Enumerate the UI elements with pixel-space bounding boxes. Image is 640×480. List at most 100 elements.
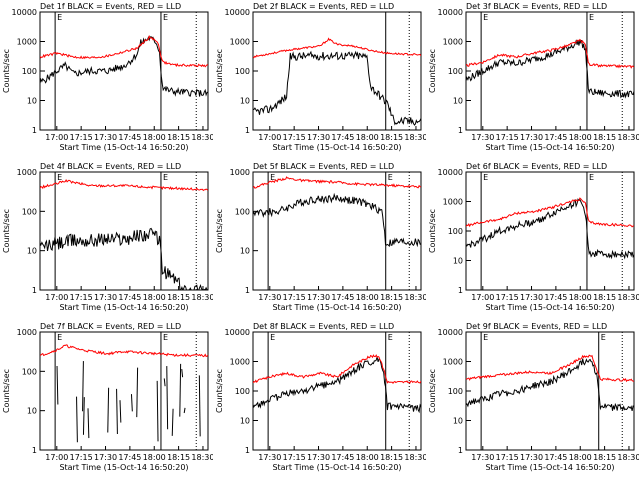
y-tick-label: 1000 xyxy=(443,358,463,367)
x-tick-label: 18:30 xyxy=(617,453,639,462)
y-tick-label: 1 xyxy=(245,286,250,295)
series-lld-line xyxy=(466,354,634,383)
series-events-line xyxy=(40,227,208,290)
x-tick-label: 17:00 xyxy=(45,133,68,142)
plot-frame xyxy=(252,171,422,291)
plot-title: Det 2f BLACK = Events, RED = LLD xyxy=(253,2,394,11)
y-tick-label: 1000 xyxy=(443,198,463,207)
y-tick-label: 10000 xyxy=(438,328,463,337)
y-tick-label: 10 xyxy=(240,97,250,106)
plot-frame xyxy=(39,331,209,451)
det-plot-6: Det 6f BLACK = Events, RED = LLD 1 10 100 10… xyxy=(428,162,639,312)
x-tick-label: 18:00 xyxy=(143,293,166,302)
x-tick-label: 17:15 xyxy=(496,133,519,142)
y-tick-label: 100 xyxy=(448,387,463,396)
x-axis-label: Start Time (15-Oct-14 16:50:20) xyxy=(485,463,614,472)
y-tick-label: 10 xyxy=(453,97,463,106)
marker-label: E xyxy=(589,13,594,22)
series-lld-line xyxy=(253,37,421,59)
x-tick-label: 18:00 xyxy=(569,293,592,302)
x-tick-label: 17:45 xyxy=(331,453,354,462)
y-tick-label: 10000 xyxy=(12,8,37,17)
y-tick-label: 1000 xyxy=(443,38,463,47)
x-tick-label: 17:30 xyxy=(471,133,494,142)
marker-label: E xyxy=(483,173,488,182)
x-tick-label: 17:45 xyxy=(544,453,567,462)
y-tick-label: 100 xyxy=(22,67,37,76)
y-tick-label: 10000 xyxy=(438,8,463,17)
plot-title: Det 4f BLACK = Events, RED = LLD xyxy=(40,162,181,171)
y-tick-label: 100 xyxy=(235,207,250,216)
y-axis-label: Counts/sec xyxy=(428,369,437,413)
y-tick-label: 10 xyxy=(240,247,250,256)
y-tick-label: 100 xyxy=(235,67,250,76)
y-tick-label: 1 xyxy=(458,286,463,295)
x-axis-label: Start Time (15-Oct-14 16:50:20) xyxy=(272,303,401,312)
marker-label: E xyxy=(163,173,168,182)
x-tick-label: 18:15 xyxy=(593,453,616,462)
x-tick-label: 17:30 xyxy=(471,453,494,462)
series-events-line xyxy=(40,36,208,97)
x-tick-label: 18:30 xyxy=(191,453,213,462)
x-tick-label: 17:15 xyxy=(70,133,93,142)
x-tick-label: 18:15 xyxy=(380,133,403,142)
y-axis-label: Counts/sec xyxy=(2,209,11,253)
y-tick-label: 1000 xyxy=(230,38,250,47)
x-tick-label: 18:00 xyxy=(143,453,166,462)
y-axis-label: Counts/sec xyxy=(215,209,224,253)
y-tick-label: 10000 xyxy=(438,168,463,177)
y-tick-label: 10 xyxy=(453,417,463,426)
x-tick-label: 17:30 xyxy=(94,453,117,462)
marker-label: E xyxy=(57,333,62,342)
x-axis-label: Start Time (15-Oct-14 16:50:20) xyxy=(59,143,188,152)
y-tick-label: 10000 xyxy=(225,328,250,337)
x-tick-label: 17:00 xyxy=(471,293,494,302)
y-tick-label: 1 xyxy=(245,446,250,455)
marker-label: E xyxy=(601,333,606,342)
y-axis-label: Counts/sec xyxy=(215,369,224,413)
x-tick-label: 18:15 xyxy=(167,133,190,142)
x-tick-label: 18:30 xyxy=(404,293,426,302)
y-tick-label: 100 xyxy=(448,67,463,76)
x-tick-label: 18:15 xyxy=(380,293,403,302)
y-tick-label: 100 xyxy=(448,227,463,236)
x-tick-label: 17:45 xyxy=(331,133,354,142)
y-tick-label: 100 xyxy=(235,387,250,396)
x-tick-label: 18:15 xyxy=(380,453,403,462)
x-tick-label: 17:45 xyxy=(544,133,567,142)
series-events-line xyxy=(253,192,421,248)
x-tick-label: 17:30 xyxy=(307,133,330,142)
series-lld-line xyxy=(253,176,421,189)
det-plot-8: Det 8f BLACK = Events, RED = LLD 1 10 100 10… xyxy=(215,322,426,472)
x-tick-label: 17:30 xyxy=(258,453,281,462)
x-tick-label: 18:00 xyxy=(569,133,592,142)
x-tick-label: 18:15 xyxy=(593,293,616,302)
marker-label: E xyxy=(388,173,393,182)
x-tick-label: 17:15 xyxy=(70,453,93,462)
y-tick-label: 1 xyxy=(32,286,37,295)
series-events-line xyxy=(466,198,634,260)
y-tick-label: 1 xyxy=(245,126,250,135)
x-tick-label: 17:15 xyxy=(283,133,306,142)
series-events-line xyxy=(56,361,201,443)
y-axis-label: Counts/sec xyxy=(2,49,11,93)
plot-title: Det 7f BLACK = Events, RED = LLD xyxy=(40,322,181,331)
marker-label: E xyxy=(483,13,488,22)
x-tick-label: 17:15 xyxy=(496,293,519,302)
x-axis-label: Start Time (15-Oct-14 16:50:20) xyxy=(272,463,401,472)
x-axis-label: Start Time (15-Oct-14 16:50:20) xyxy=(59,303,188,312)
x-tick-label: 17:30 xyxy=(520,293,543,302)
plot-title: Det 8f BLACK = Events, RED = LLD xyxy=(253,322,394,331)
plot-frame xyxy=(252,331,422,451)
x-tick-label: 18:00 xyxy=(356,133,379,142)
x-tick-label: 18:15 xyxy=(167,453,190,462)
plot-title: Det 5f BLACK = Events, RED = LLD xyxy=(253,162,394,171)
x-tick-label: 17:00 xyxy=(258,133,281,142)
series-events-line xyxy=(466,358,634,412)
y-tick-label: 100 xyxy=(22,367,37,376)
series-lld-line xyxy=(40,344,208,358)
marker-label: E xyxy=(589,173,594,182)
x-tick-label: 18:30 xyxy=(191,133,213,142)
x-tick-label: 17:30 xyxy=(520,453,543,462)
